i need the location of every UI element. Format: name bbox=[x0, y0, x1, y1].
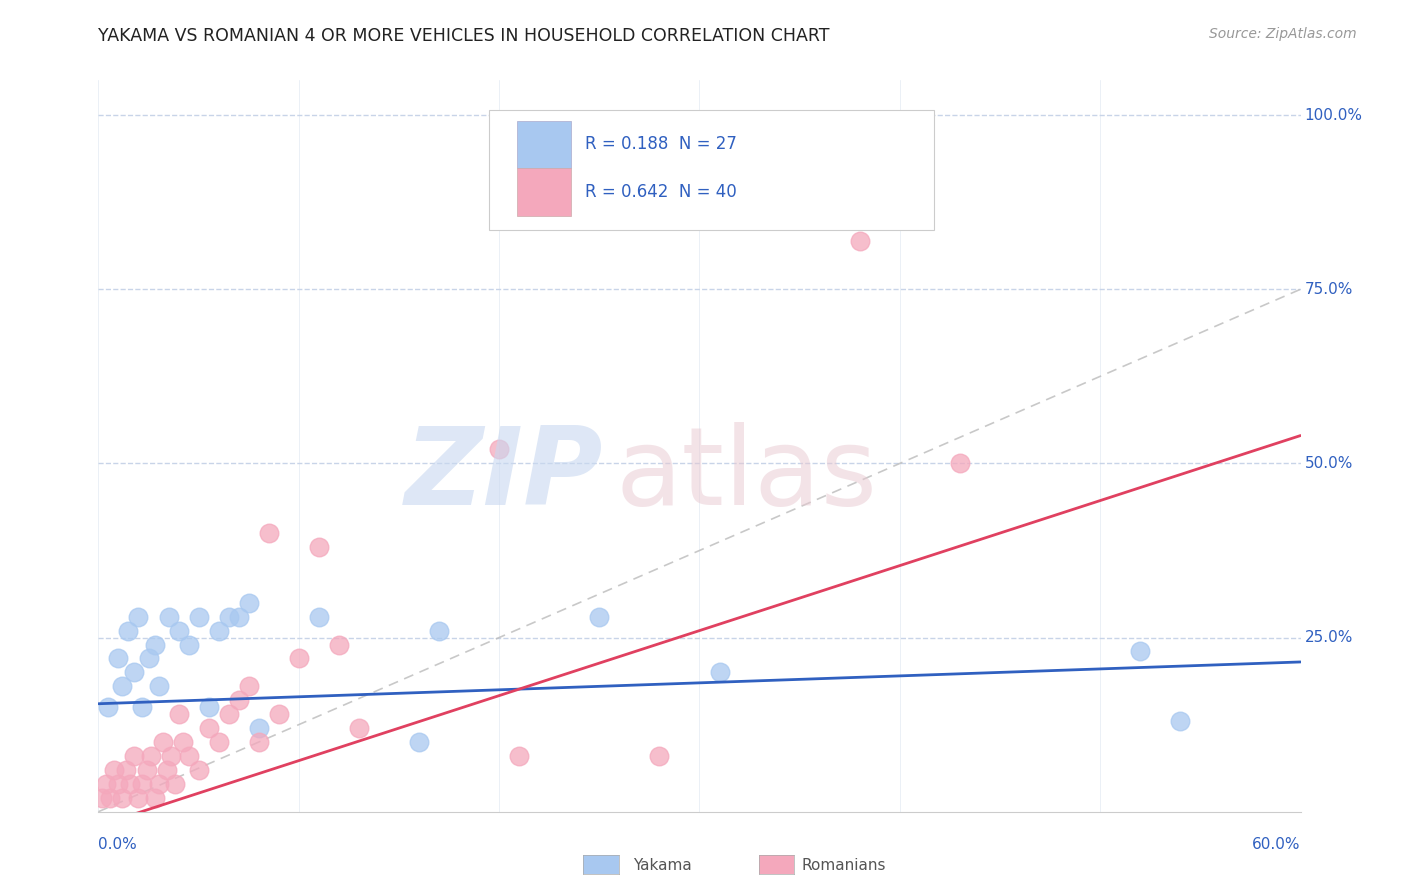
Point bbox=[167, 624, 190, 638]
Point bbox=[347, 721, 370, 735]
Point bbox=[308, 540, 330, 554]
Point bbox=[128, 790, 150, 805]
Text: Romanians: Romanians bbox=[801, 858, 886, 872]
Point bbox=[427, 624, 450, 638]
Point bbox=[97, 700, 120, 714]
Point bbox=[120, 777, 142, 791]
Point bbox=[138, 651, 160, 665]
Point bbox=[152, 735, 174, 749]
Text: ZIP: ZIP bbox=[405, 422, 603, 528]
FancyBboxPatch shape bbox=[489, 110, 934, 230]
Point bbox=[131, 700, 153, 714]
Point bbox=[128, 609, 150, 624]
Point bbox=[103, 763, 125, 777]
Point bbox=[167, 707, 190, 722]
Point bbox=[159, 749, 181, 764]
Point bbox=[588, 609, 610, 624]
Point bbox=[488, 442, 510, 457]
Point bbox=[218, 707, 240, 722]
Text: Source: ZipAtlas.com: Source: ZipAtlas.com bbox=[1209, 27, 1357, 41]
Point bbox=[949, 457, 972, 471]
Text: YAKAMA VS ROMANIAN 4 OR MORE VEHICLES IN HOUSEHOLD CORRELATION CHART: YAKAMA VS ROMANIAN 4 OR MORE VEHICLES IN… bbox=[98, 27, 830, 45]
Point bbox=[124, 665, 146, 680]
Point bbox=[96, 777, 118, 791]
Point bbox=[1129, 644, 1152, 658]
Point bbox=[177, 749, 200, 764]
Point bbox=[155, 763, 177, 777]
Point bbox=[208, 624, 231, 638]
Point bbox=[143, 638, 166, 652]
Point bbox=[197, 700, 219, 714]
Point bbox=[1170, 714, 1192, 728]
Point bbox=[267, 707, 290, 722]
Bar bbox=[517, 168, 571, 216]
Point bbox=[148, 777, 170, 791]
Point bbox=[143, 790, 166, 805]
Point bbox=[508, 749, 530, 764]
Point bbox=[111, 679, 134, 693]
Point bbox=[187, 763, 209, 777]
Point bbox=[172, 735, 194, 749]
Point bbox=[139, 749, 162, 764]
Point bbox=[187, 609, 209, 624]
Text: R = 0.642  N = 40: R = 0.642 N = 40 bbox=[585, 183, 737, 201]
Point bbox=[648, 749, 671, 764]
Text: 25.0%: 25.0% bbox=[1305, 630, 1353, 645]
Point bbox=[208, 735, 231, 749]
Text: 0.0%: 0.0% bbox=[98, 837, 138, 852]
Point bbox=[148, 679, 170, 693]
Text: atlas: atlas bbox=[616, 422, 877, 528]
Point bbox=[238, 596, 260, 610]
Point bbox=[111, 790, 134, 805]
Text: 75.0%: 75.0% bbox=[1305, 282, 1353, 297]
Point bbox=[218, 609, 240, 624]
Bar bbox=[517, 120, 571, 168]
Point bbox=[849, 234, 872, 248]
Point bbox=[124, 749, 146, 764]
Text: R = 0.188  N = 27: R = 0.188 N = 27 bbox=[585, 136, 737, 153]
Point bbox=[117, 624, 139, 638]
Point bbox=[247, 721, 270, 735]
Point bbox=[107, 777, 129, 791]
Point bbox=[177, 638, 200, 652]
Point bbox=[328, 638, 350, 652]
Point bbox=[163, 777, 186, 791]
Point bbox=[135, 763, 157, 777]
Point bbox=[157, 609, 180, 624]
Point bbox=[131, 777, 153, 791]
Point bbox=[709, 665, 731, 680]
Text: 100.0%: 100.0% bbox=[1305, 108, 1362, 122]
Text: 60.0%: 60.0% bbox=[1253, 837, 1301, 852]
Point bbox=[91, 790, 114, 805]
Point bbox=[408, 735, 430, 749]
Point bbox=[115, 763, 138, 777]
Point bbox=[308, 609, 330, 624]
Point bbox=[238, 679, 260, 693]
Point bbox=[288, 651, 311, 665]
Point bbox=[228, 693, 250, 707]
Point bbox=[107, 651, 129, 665]
Point bbox=[100, 790, 122, 805]
Text: Yakama: Yakama bbox=[633, 858, 692, 872]
Point bbox=[228, 609, 250, 624]
Point bbox=[247, 735, 270, 749]
Point bbox=[197, 721, 219, 735]
Text: 50.0%: 50.0% bbox=[1305, 456, 1353, 471]
Point bbox=[257, 526, 280, 541]
